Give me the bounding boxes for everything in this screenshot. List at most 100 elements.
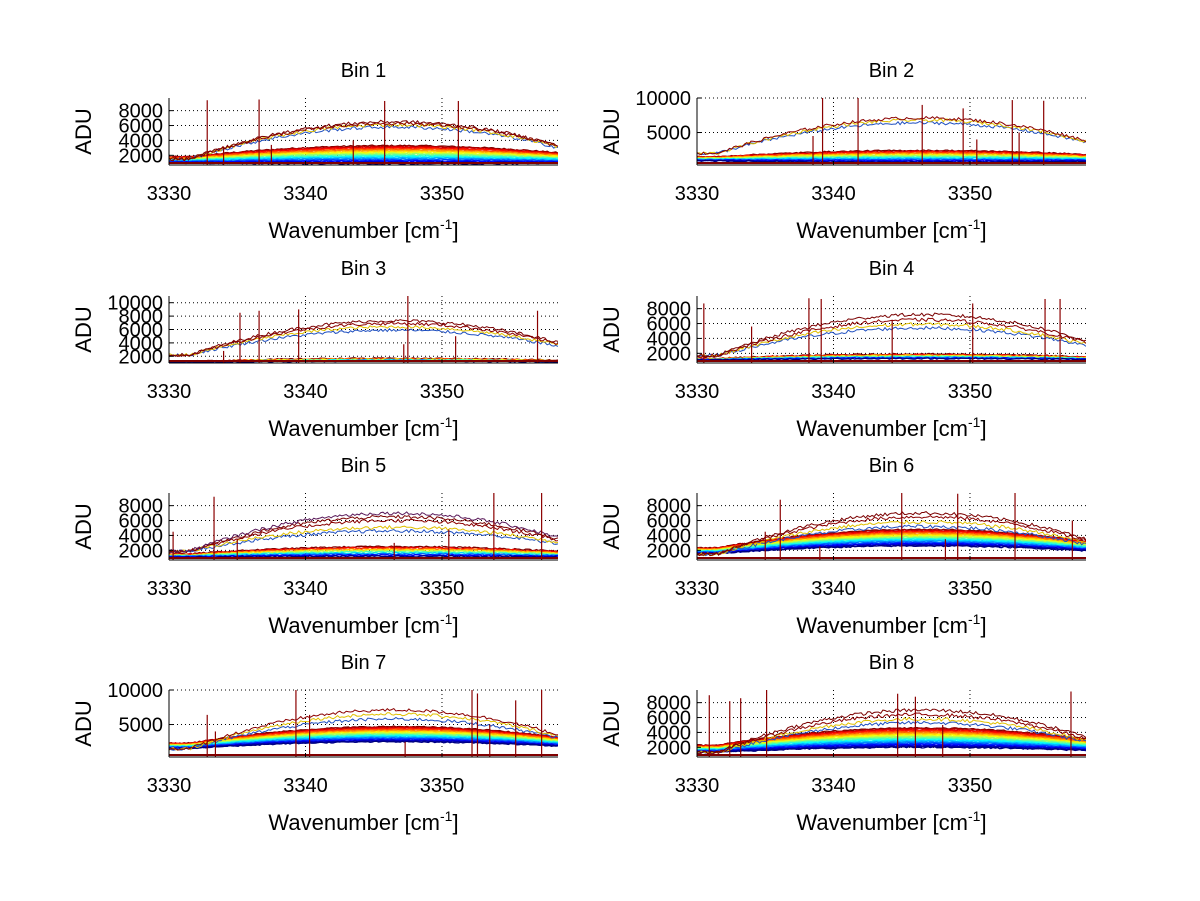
y-tick-label: 6000 (647, 708, 692, 730)
y-axis-label: ADU (71, 108, 96, 154)
spectrum-line (697, 150, 1086, 158)
spectrum-line (697, 720, 1086, 755)
x-axis-label-main: Wavenumber [cm (268, 810, 440, 835)
spectrum-line (169, 321, 558, 357)
y-tick-label: 10000 (107, 680, 163, 702)
spectrum-line (169, 324, 558, 357)
plot-area (697, 493, 1086, 560)
spectrum-line (697, 312, 1086, 358)
spectrum-line (697, 708, 1086, 755)
x-tick-label: 3350 (948, 578, 993, 600)
y-tick-label: 4000 (119, 525, 164, 547)
x-axis-label-end: ] (452, 416, 458, 441)
spectrum-line (697, 519, 1086, 557)
x-axis-label: Wavenumber [cm-1] (268, 611, 458, 638)
spectrum-line (697, 515, 1086, 556)
y-tick-label: 2000 (647, 737, 692, 759)
subplot-title: Bin 4 (869, 258, 915, 280)
y-tick-label: 6000 (647, 511, 692, 533)
y-axis-label: ADU (71, 503, 96, 549)
plot-area (697, 690, 1086, 757)
spectrum-line (697, 539, 1086, 554)
x-axis-label-superscript: -1 (968, 611, 981, 627)
spectrum-line (169, 518, 558, 554)
x-tick-label: 3340 (283, 183, 328, 205)
x-axis-label-end: ] (980, 613, 986, 638)
y-tick-label: 10000 (107, 293, 163, 315)
x-tick-label: 3350 (948, 381, 993, 403)
y-tick-label: 4000 (119, 130, 164, 152)
spectrum-line (169, 511, 558, 554)
y-tick-label: 2000 (119, 145, 164, 167)
spectrum-line (697, 325, 1086, 358)
y-tick-label: 8000 (119, 101, 164, 123)
x-tick-label: 3340 (283, 381, 328, 403)
plot-area (169, 493, 558, 560)
x-axis-label-end: ] (452, 218, 458, 243)
subplot-title: Bin 6 (869, 455, 915, 477)
x-tick-label: 3350 (420, 381, 465, 403)
spectrum-line (697, 120, 1086, 155)
y-tick-label: 8000 (119, 306, 164, 328)
x-tick-label: 3330 (675, 775, 720, 797)
x-axis-label-superscript: -1 (440, 611, 453, 627)
spectrum-line (697, 746, 1086, 754)
x-tick-label: 3330 (147, 183, 192, 205)
subplot-title: Bin 8 (869, 652, 915, 674)
subplot-title: Bin 3 (341, 258, 387, 280)
x-axis-label-main: Wavenumber [cm (796, 613, 968, 638)
plot-area (169, 296, 558, 363)
spectrum-line (697, 544, 1086, 555)
x-axis-label: Wavenumber [cm-1] (268, 414, 458, 441)
spectrum-line (169, 122, 558, 161)
x-axis-label-main: Wavenumber [cm (796, 416, 968, 441)
spectrum-line (697, 524, 1086, 557)
x-tick-label: 3340 (811, 381, 856, 403)
y-tick-label: 2000 (647, 540, 692, 562)
y-tick-label: 6000 (647, 314, 692, 336)
y-axis-label: ADU (599, 503, 624, 549)
x-tick-label: 3350 (420, 775, 465, 797)
y-tick-label: 8000 (647, 693, 692, 715)
x-tick-label: 3330 (675, 183, 720, 205)
x-axis-label-superscript: -1 (440, 414, 453, 430)
spectrum-line (697, 511, 1086, 557)
subplot-title: Bin 5 (341, 455, 387, 477)
y-tick-label: 8000 (647, 299, 692, 321)
subplot-2: 3330 3340 3350 5000 10000 Bin 2 Wavenumber [cm… (599, 60, 1086, 243)
plot-area (169, 690, 558, 757)
x-tick-label: 3350 (948, 183, 993, 205)
spectrum-line (697, 157, 1086, 161)
y-tick-label: 4000 (647, 722, 692, 744)
spectrum-line (169, 716, 558, 751)
x-axis-label-superscript: -1 (968, 808, 981, 824)
x-axis-label-main: Wavenumber [cm (796, 218, 968, 243)
spectrum-line (169, 707, 558, 751)
y-axis-label: ADU (599, 306, 624, 352)
y-axis-label: ADU (71, 306, 96, 352)
subplot-title: Bin 7 (341, 652, 387, 674)
spectrum-line (169, 727, 558, 745)
y-tick-label: 6000 (119, 116, 164, 138)
spectrum-line (697, 538, 1086, 553)
x-axis-label: Wavenumber [cm-1] (268, 808, 458, 835)
spectrum-line (697, 357, 1086, 362)
y-tick-label: 5000 (647, 123, 692, 145)
y-tick-label: 4000 (647, 525, 692, 547)
x-axis-label: Wavenumber [cm-1] (268, 216, 458, 243)
x-axis-label-end: ] (452, 613, 458, 638)
x-tick-label: 3340 (811, 183, 856, 205)
x-axis-label-superscript: -1 (968, 216, 981, 232)
x-axis-label-main: Wavenumber [cm (796, 810, 968, 835)
spectrum-line (169, 553, 558, 558)
spectrum-line (169, 740, 558, 750)
spectrum-line (169, 514, 558, 554)
plot-area (169, 99, 558, 165)
y-tick-label: 2000 (647, 343, 692, 365)
spectrum-line (169, 548, 558, 557)
x-axis-label: Wavenumber [cm-1] (796, 414, 986, 441)
y-axis-label: ADU (599, 700, 624, 746)
x-tick-label: 3330 (147, 381, 192, 403)
